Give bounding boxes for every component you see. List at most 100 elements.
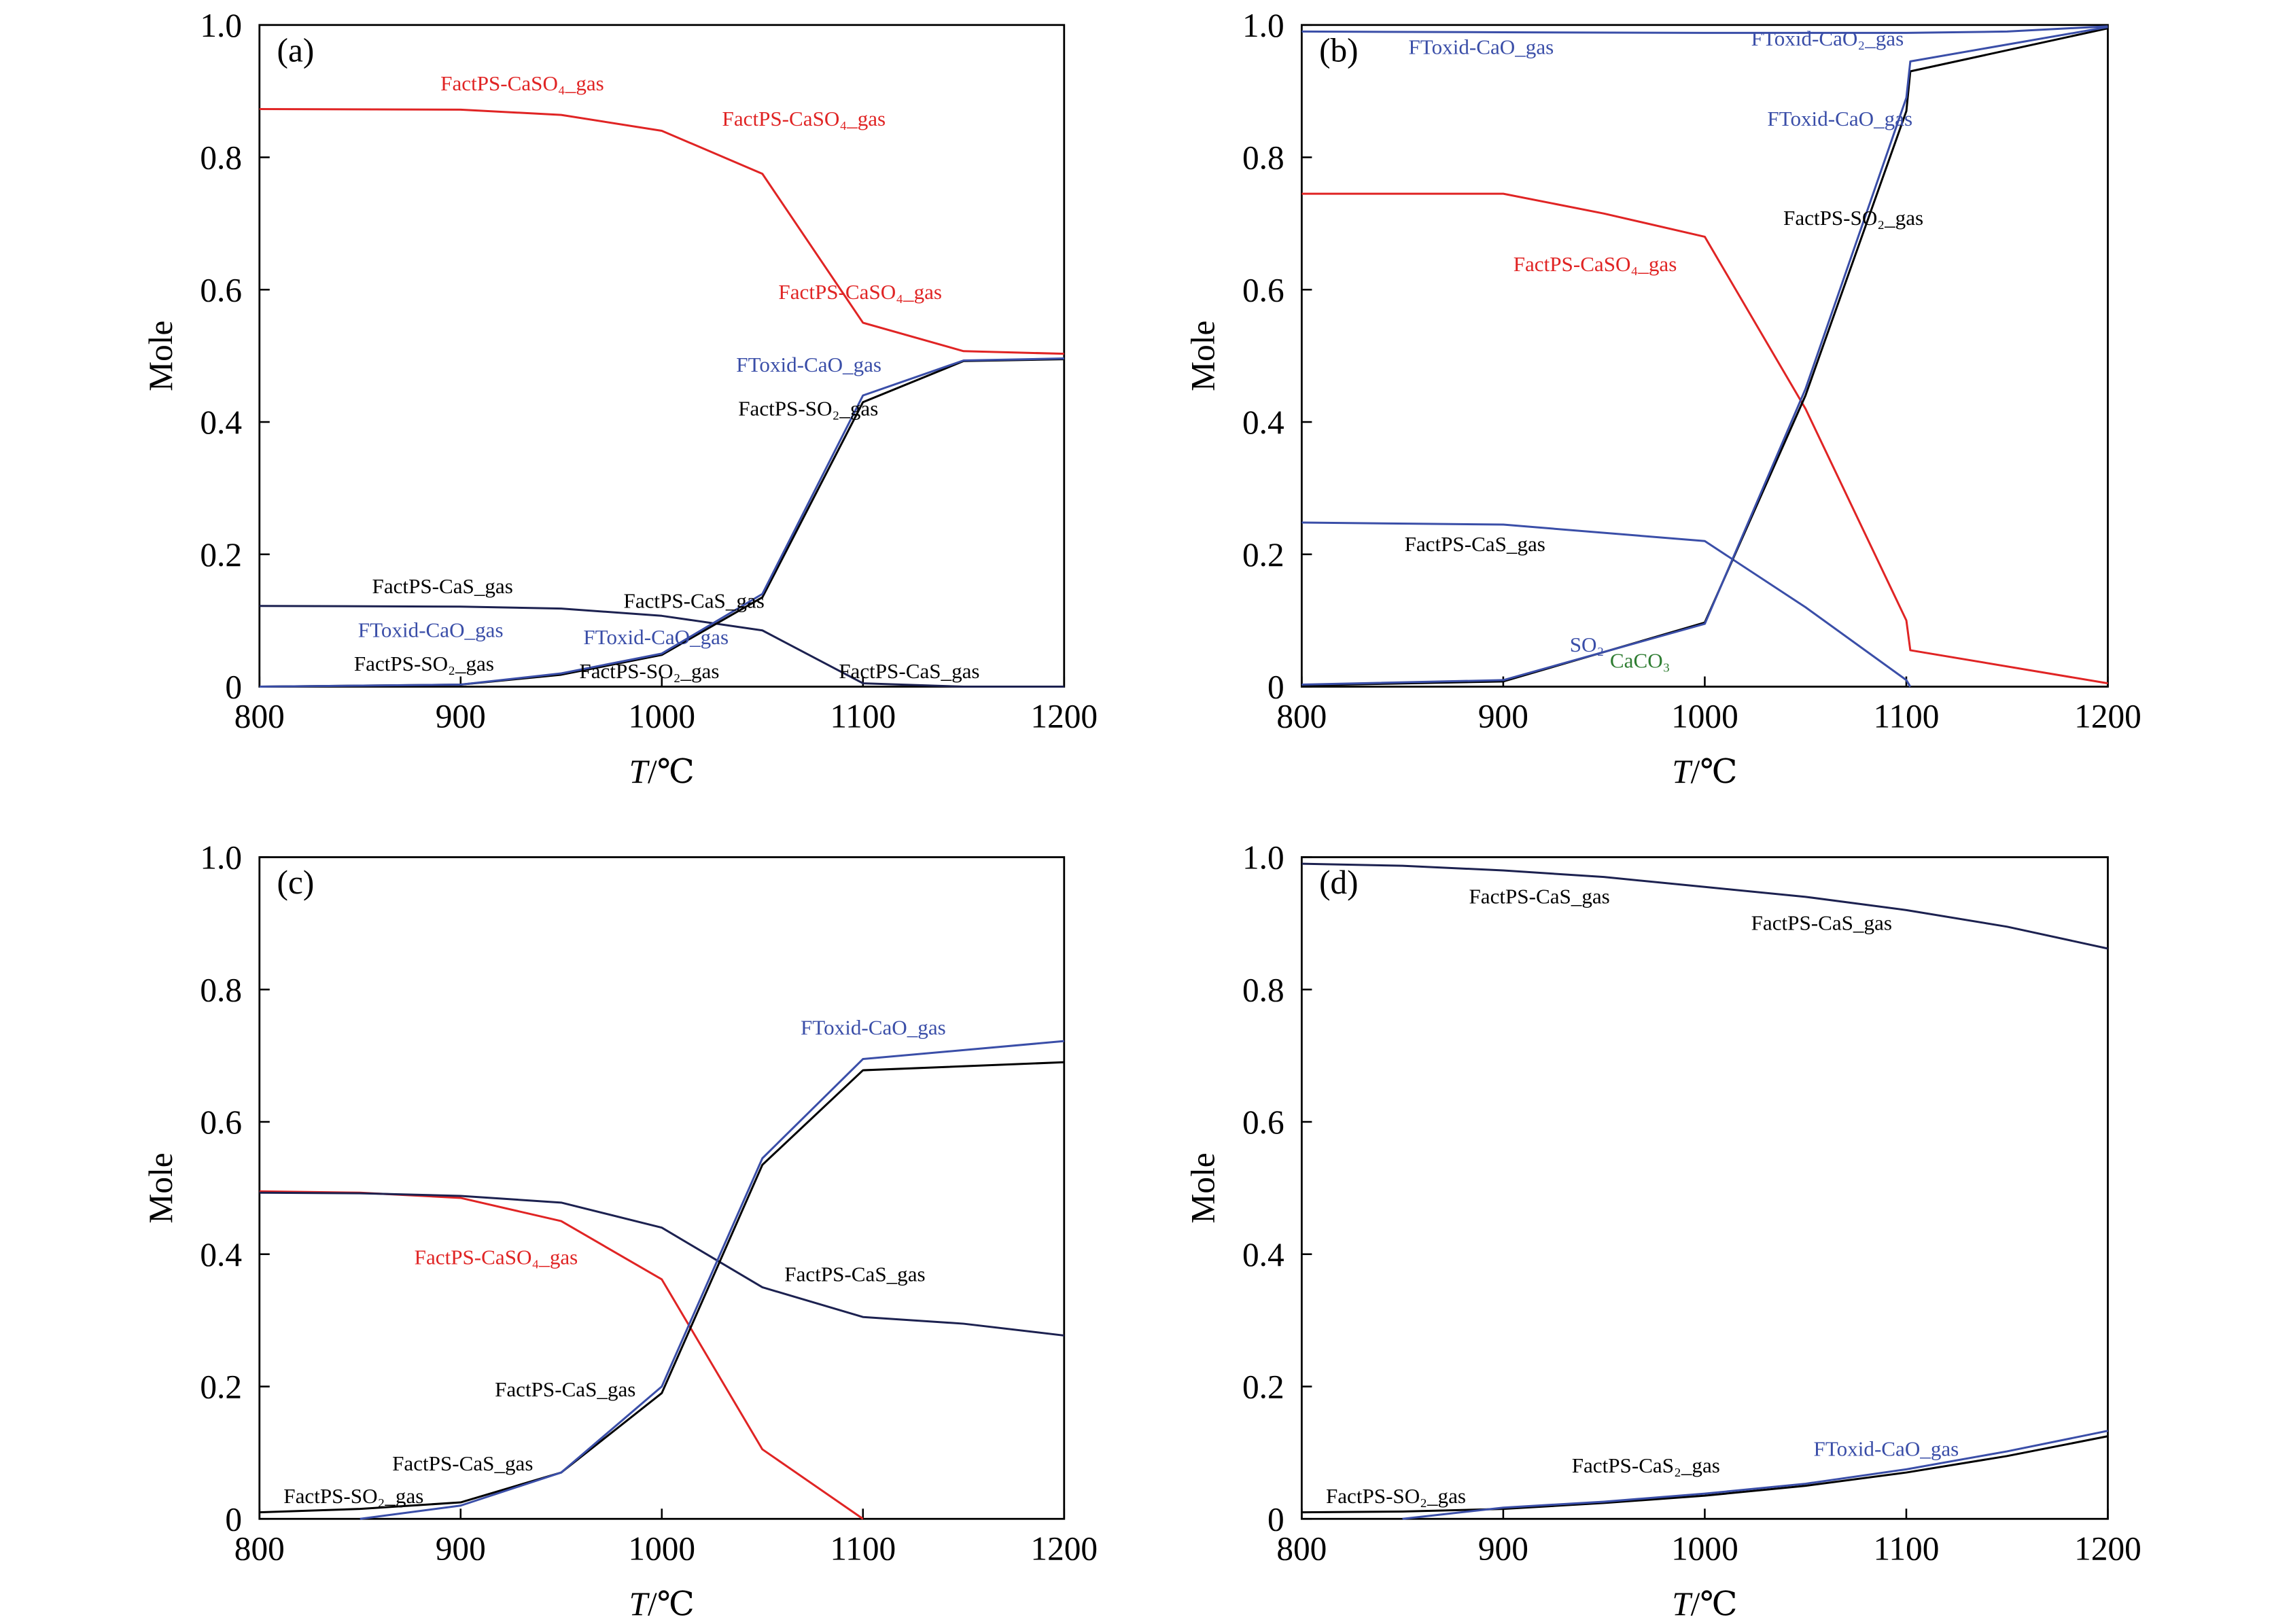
plot-frame	[1300, 24, 2109, 688]
x-axis-label: T/℃	[629, 1585, 695, 1623]
x-axis-label: T/℃	[1672, 1585, 1737, 1623]
y-tick-label: 0.6	[1242, 271, 1284, 308]
panel-label: (a)	[277, 31, 315, 69]
x-tick-label: 1100	[1874, 1530, 1940, 1567]
series-annotation: FactPS-CaS_gas	[1469, 885, 1609, 908]
y-tick-label: 0.2	[1242, 536, 1284, 573]
x-tick-label: 1200	[2074, 1530, 2141, 1567]
series-line	[1301, 521, 1912, 688]
series-line	[1301, 25, 2108, 34]
series-annotation: FactPS-CaS_gas	[372, 574, 513, 598]
series-annotation: FToxid-CaO_gas	[358, 618, 504, 642]
y-tick-label: 1.0	[200, 839, 242, 877]
y-tick-label: 0.4	[200, 1236, 242, 1273]
series-annotation: FToxid-CaO₂_gas	[1751, 27, 1904, 50]
series-annotation: FactPS-SO₂_gas	[283, 1484, 423, 1508]
y-tick-label: 0.2	[200, 1369, 242, 1406]
series-annotation: FactPS-SO₂_gas	[579, 659, 719, 683]
y-tick-label: 0	[1267, 669, 1284, 706]
panel-label: (b)	[1319, 31, 1359, 69]
series-annotation: FactPS-SO₂_gas	[1326, 1484, 1466, 1508]
y-tick-label: 0	[1267, 1500, 1284, 1538]
y-tick-label: 0.8	[1242, 139, 1284, 177]
y-axis-label: Mole	[1185, 321, 1222, 391]
chart-panel-d: 0 0.2 0.4 0.6 0.8 1.0 800 900 1000 1100 1200 T/℃ Mol…	[1185, 839, 2141, 1623]
x-tick-label: 1000	[628, 698, 695, 735]
x-tick-label: 1000	[1671, 698, 1738, 735]
panel-label: (c)	[277, 864, 315, 901]
series-annotation: FactPS-CaSO₄_gas	[415, 1245, 578, 1269]
x-tick-label: 900	[1478, 1530, 1528, 1567]
series-annotation: FactPS-CaS_gas	[624, 589, 765, 613]
series-annotation: FactPS-CaSO₄_gas	[778, 280, 942, 304]
x-tick-label: 800	[1276, 1530, 1327, 1567]
x-tick-label: 1200	[1030, 1530, 1098, 1567]
chart-panel-c: 0 0.2 0.4 0.6 0.8 1.0 800 900 1000 1100 1200 T/℃ Mol…	[142, 839, 1098, 1623]
x-tick-label: 1200	[1030, 698, 1098, 735]
x-tick-label: 900	[436, 698, 486, 735]
series-annotation: FactPS-CaS₂_gas	[1572, 1453, 1720, 1477]
x-tick-label: 1000	[1671, 1530, 1738, 1567]
y-tick-label: 0.6	[200, 271, 242, 308]
series-line	[259, 1190, 864, 1520]
series-annotation: FactPS-SO₂_gas	[1783, 206, 1923, 230]
y-tick-label: 1.0	[200, 7, 242, 44]
series-annotation: FactPS-SO₂_gas	[354, 652, 494, 675]
plot-frame	[258, 856, 1066, 1520]
y-tick-label: 0.4	[200, 404, 242, 441]
series-line	[1301, 27, 2108, 687]
series-line	[1402, 1430, 2108, 1520]
series-annotation: FToxid-CaO_gas	[801, 1015, 946, 1039]
series-line	[1301, 1435, 2108, 1514]
x-tick-label: 1000	[628, 1530, 695, 1567]
y-tick-label: 0.6	[1242, 1104, 1284, 1141]
series-annotation: FToxid-CaO_gas	[736, 353, 881, 376]
y-tick-label: 0.8	[200, 971, 242, 1008]
y-tick-label: 0.2	[1242, 1369, 1284, 1406]
x-tick-label: 800	[234, 698, 285, 735]
series-annotation: FactPS-CaSO₄_gas	[440, 71, 604, 95]
series-annotation: FToxid-CaO_gas	[583, 625, 729, 649]
y-axis-label: Mole	[142, 321, 179, 391]
series-line	[259, 1061, 1064, 1514]
series-annotation: FactPS-CaSO₄_gas	[722, 107, 886, 130]
series-annotation: FactPS-CaS_gas	[839, 659, 979, 683]
series-annotation: SO₂	[1570, 633, 1605, 656]
x-tick-label: 1200	[2074, 698, 2141, 735]
series-annotation: FactPS-SO₂_gas	[738, 396, 878, 420]
x-tick-label: 1100	[830, 1530, 896, 1567]
y-tick-label: 1.0	[1242, 7, 1284, 44]
series-line	[360, 1040, 1064, 1520]
series-line	[259, 1191, 1064, 1337]
y-tick-label: 0.4	[1242, 404, 1284, 441]
series-line	[1301, 192, 2108, 685]
x-tick-label: 900	[436, 1530, 486, 1567]
series-line	[259, 357, 1064, 688]
y-tick-label: 0.4	[1242, 1236, 1284, 1273]
y-tick-label: 0.8	[200, 139, 242, 177]
y-tick-label: 0.2	[200, 536, 242, 573]
chart-panel-a: 0 0.2 0.4 0.6 0.8 1.0 800 900 1000 1100 1200 T/℃ Mol…	[142, 7, 1098, 790]
y-tick-label: 0	[225, 1500, 242, 1538]
y-tick-label: 0.6	[200, 1104, 242, 1141]
x-tick-label: 900	[1478, 698, 1528, 735]
series-annotation: FactPS-CaS_gas	[1751, 911, 1892, 935]
series-line	[1301, 26, 2108, 686]
x-tick-label: 1100	[1874, 698, 1940, 735]
y-tick-label: 0.8	[1242, 971, 1284, 1008]
series-annotation: FToxid-CaO_gas	[1814, 1437, 1959, 1461]
series-annotation: FToxid-CaO_gas	[1409, 35, 1554, 59]
y-axis-label: Mole	[1185, 1152, 1222, 1223]
series-annotation: CaCO₃	[1610, 648, 1670, 672]
x-axis-label: T/℃	[1672, 753, 1737, 790]
x-axis-label: T/℃	[629, 753, 695, 790]
plot-frame	[1300, 856, 2109, 1520]
chart-panel-b: 0 0.2 0.4 0.6 0.8 1.0 800 900 1000 1100 1200 T/℃ Mol…	[1185, 7, 2141, 790]
x-tick-label: 1100	[830, 698, 896, 735]
series-annotation: FToxid-CaO_gas	[1767, 107, 1912, 130]
series-annotation: FactPS-CaS_gas	[495, 1377, 635, 1401]
x-tick-label: 800	[234, 1530, 285, 1567]
series-annotation: FactPS-CaS_gas	[784, 1263, 925, 1286]
series-annotation: FactPS-CaS_gas	[392, 1451, 533, 1475]
series-annotation: FactPS-CaSO₄_gas	[1514, 252, 1677, 276]
